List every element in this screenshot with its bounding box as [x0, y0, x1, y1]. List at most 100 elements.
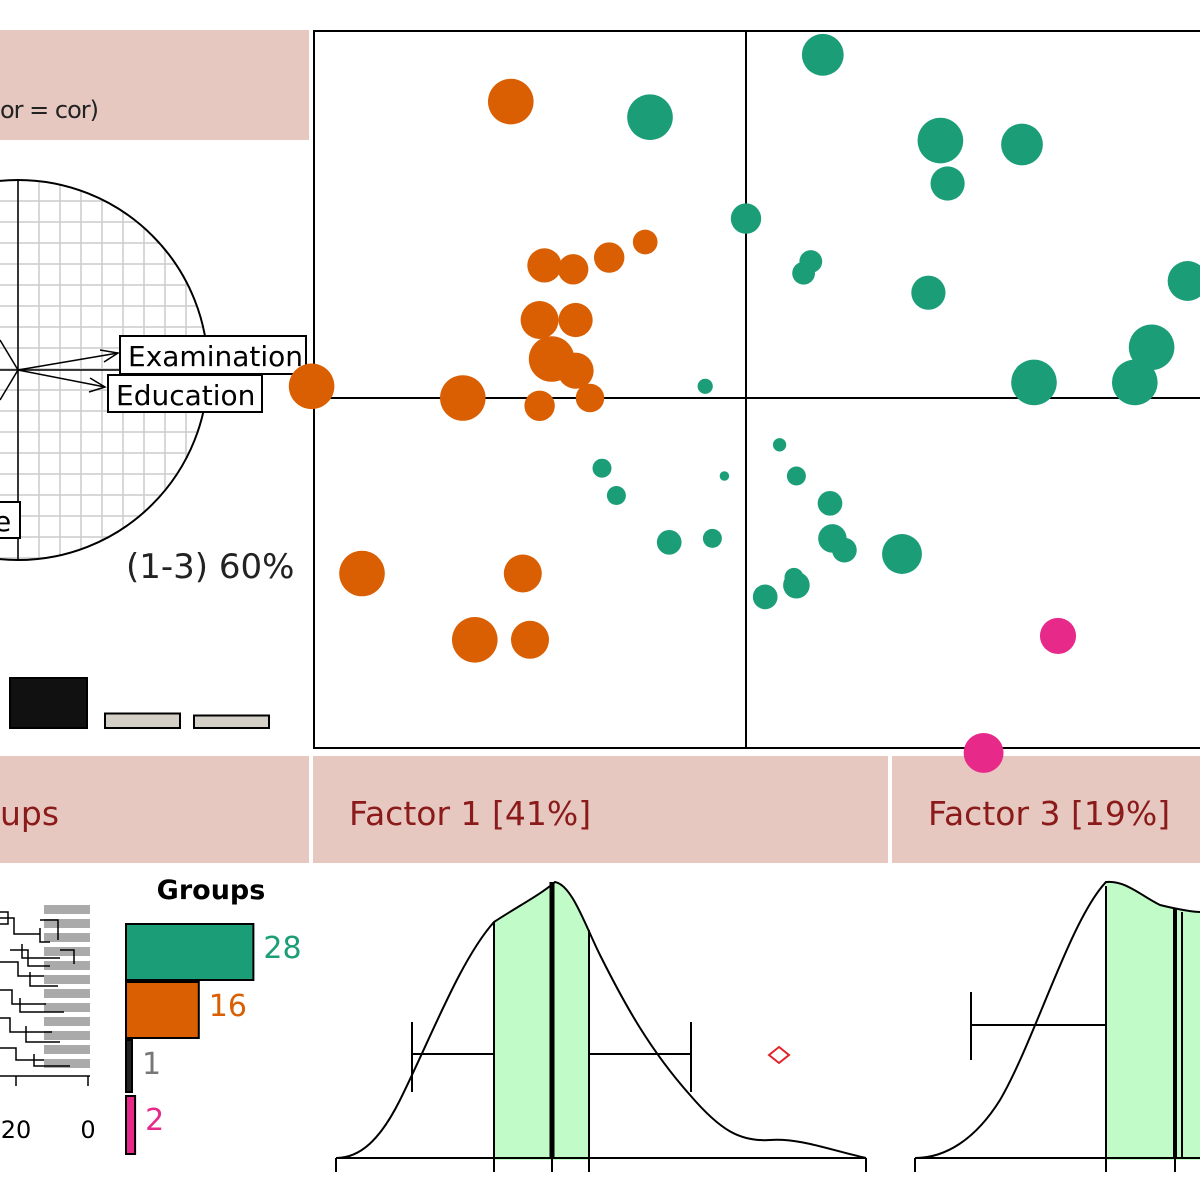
dendrogram-branch: [0, 1017, 52, 1033]
factor1-iqr-fill: [494, 882, 589, 1160]
scatter-points: [288, 33, 1200, 773]
groups-title: Groups: [157, 875, 266, 906]
dendrogram-branch: [0, 917, 40, 935]
dendrogram-branches: [0, 911, 75, 1067]
scatter-point-orange: [557, 352, 594, 389]
scatter-point-pink: [1039, 617, 1077, 654]
scatter-point-green: [702, 528, 722, 548]
variable-label-education: Education: [116, 379, 255, 412]
dendrogram-leaf-bar: [44, 989, 90, 998]
factor3-density-panel: [914, 880, 1200, 1172]
mid-left-header: [0, 756, 309, 863]
dendrogram-leaf-bar: [44, 1003, 90, 1012]
factor3-axis: [914, 1157, 1200, 1172]
scatter-point-green: [772, 438, 787, 452]
scatter-point-orange: [503, 554, 542, 593]
top-left-header-text: or = cor): [0, 96, 99, 124]
factor3-boxplot: [970, 886, 1183, 1158]
scatter-point-green: [656, 529, 682, 555]
group-bar-label-2: 2: [145, 1103, 164, 1138]
scatter-point-green: [697, 378, 713, 394]
dendrogram-leaf-bar: [44, 905, 90, 914]
factor1-density-panel: [335, 880, 867, 1172]
scatter-point-orange: [527, 248, 562, 283]
top-left-header: [0, 30, 309, 140]
scatter-point-green: [786, 466, 806, 486]
dendrogram-leaf-bar: [44, 1017, 90, 1026]
group-bar-16: [125, 981, 200, 1039]
dendrogram-branch: [33, 1054, 70, 1067]
dendrogram-branch: [21, 944, 60, 959]
dendrogram-tick-label-20: 20: [1, 1116, 32, 1144]
group-bar-28: [125, 923, 255, 981]
dendrogram-leaf-bar: [44, 1059, 90, 1068]
scatter-point-orange: [558, 254, 589, 285]
eigenvalue-bars: [9, 677, 270, 729]
dendrogram-leaf-bar: [44, 1045, 90, 1054]
axes-annotation: (1-3) 60%: [126, 547, 294, 587]
examination-label-box: [119, 335, 307, 375]
eigenvalue-bar-1: [9, 677, 88, 729]
scatter-point-orange: [511, 620, 549, 659]
scatter-point-green: [1112, 359, 1158, 406]
factor1-header: [313, 756, 888, 863]
dendrogram-branch: [0, 1047, 44, 1061]
scatter-point-orange: [452, 617, 498, 663]
dendrogram-leaf-bar: [44, 975, 90, 984]
dendrogram-leaf-bar: [44, 919, 90, 928]
group-bar-2: [125, 1095, 137, 1155]
scatter-point-pink: [963, 732, 1004, 773]
scatter-point-green: [801, 33, 844, 76]
scatter-point-green: [627, 94, 673, 140]
scatter-point-green: [882, 534, 922, 574]
group-bar-label-28: 28: [263, 931, 301, 966]
dendrogram-branch: [40, 919, 59, 940]
dendrogram-branch: [0, 989, 46, 1005]
scatter-point-orange: [288, 363, 335, 410]
dendrogram-branch: [19, 998, 64, 1013]
scatter-point-green: [784, 567, 804, 587]
scatter-point-orange: [488, 78, 534, 125]
dendrogram-branch: [29, 972, 58, 987]
scatter-point-green: [1011, 359, 1057, 406]
group-bars: 28 16 1 2: [125, 923, 302, 1155]
dendrogram-branch: [25, 1026, 60, 1043]
scatter-point-green: [911, 275, 946, 310]
scatter-point-green: [792, 261, 815, 285]
scatter-point-green: [930, 166, 965, 201]
scatter-point-orange: [520, 301, 559, 339]
scatter-point-green: [1167, 261, 1200, 301]
scatter-point-green: [606, 486, 626, 505]
scatter-point-green: [592, 458, 612, 478]
dendrogram-branch: [10, 949, 50, 967]
eigenvalue-bar-3: [193, 714, 270, 729]
factor1-header-text: Factor 1 [41%]: [349, 794, 592, 833]
scatter-point-green: [1128, 324, 1175, 371]
correlation-circle-panel: Examination Education e (1-3) 60%: [0, 179, 307, 729]
factor3-iqr-fill: [1106, 881, 1200, 1160]
dendrogram-panel: 20 0: [0, 905, 96, 1144]
dendrogram-leaf-bars: [44, 905, 90, 1068]
dendrogram-leaf-bar: [44, 1031, 90, 1040]
scatter-point-orange: [339, 550, 385, 597]
partial-label-box: [0, 501, 21, 539]
group-bar-label-16: 16: [209, 989, 247, 1024]
education-label-box: [107, 374, 263, 413]
scatter-panel: [288, 30, 1200, 773]
scatter-point-orange: [558, 302, 593, 338]
scatter-point-green: [730, 203, 762, 234]
factor1-axis: [335, 1157, 867, 1172]
scatter-point-green: [1001, 123, 1043, 166]
factor3-header-text: Factor 3 [19%]: [928, 794, 1171, 833]
variable-label-examination: Examination: [128, 340, 303, 373]
eigenvalue-bar-2: [104, 712, 181, 729]
factor3-header: [892, 756, 1200, 863]
scatter-point-orange: [632, 229, 658, 255]
variable-arrows: [0, 339, 121, 401]
scatter-point-green: [917, 117, 964, 164]
dendrogram-leaf-bar: [44, 933, 90, 942]
dendrogram-leaf-bar: [44, 947, 90, 956]
scatter-point-orange: [594, 242, 625, 273]
variable-label-partial: e: [0, 505, 11, 538]
